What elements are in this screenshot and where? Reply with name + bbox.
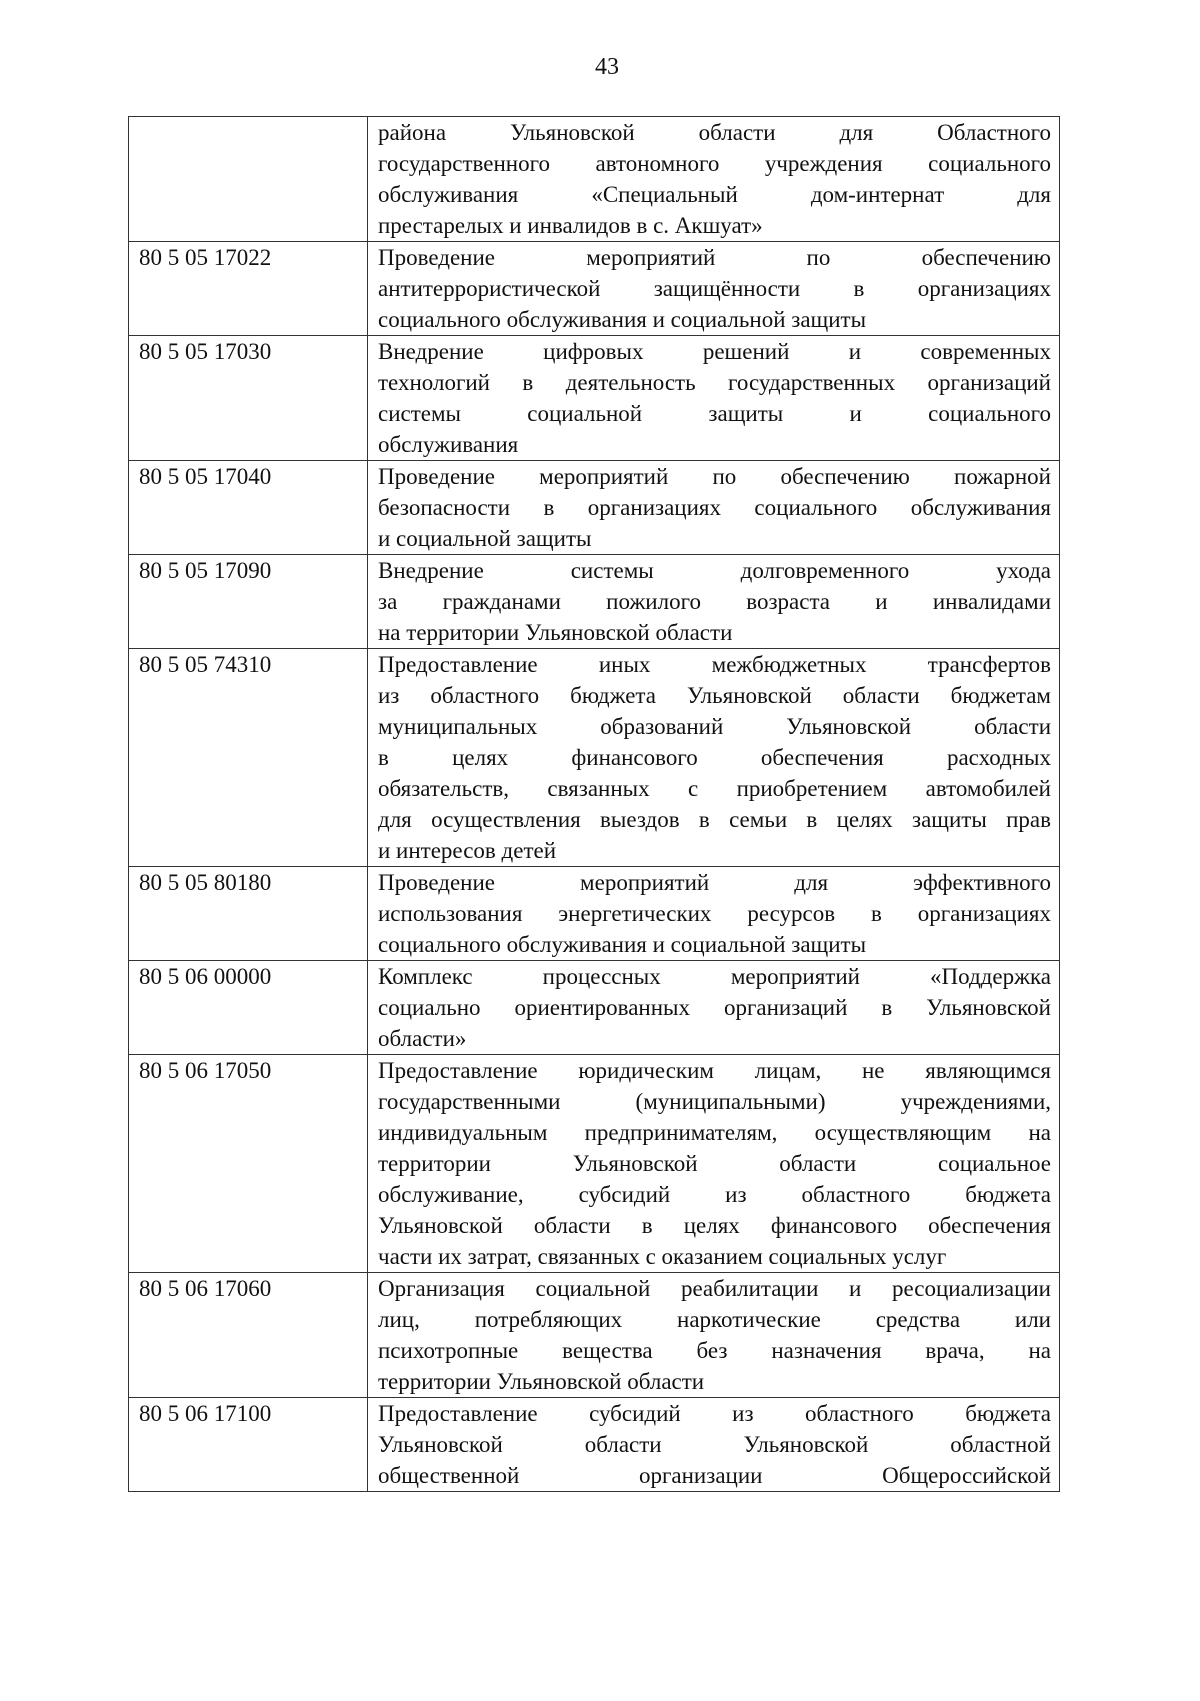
description-line: части их затрат, связанных с оказанием с… [378,1244,947,1269]
description-cell: Предоставление юридическим лицам, не явл… [367,1054,1060,1273]
description-cell: Проведение мероприятий для эффективного и… [367,866,1060,961]
budget-code-cell: 80 5 06 17060 [128,1272,368,1398]
description-line: антитеррористической защищённости в орга… [378,276,1051,301]
description-line: лиц, потребляющих наркотические средства… [378,1307,1051,1332]
description-line: психотропные вещества без назначения вра… [378,1338,1051,1363]
description-line: обслуживания [378,432,519,457]
description-cell: Проведение мероприятий по обеспечению по… [367,460,1060,555]
budget-code-cell: 80 5 06 17050 [128,1054,368,1273]
description-line: Организация социальной реабилитации и ре… [378,1276,1051,1301]
description-line: Проведение мероприятий для эффективного [378,870,1051,895]
description-line: муниципальных образований Ульяновской об… [378,714,1051,739]
description-line: обязательств, связанных с приобретением … [378,776,1051,801]
budget-code-table: района Ульяновской области для Областног… [128,116,1060,1492]
budget-code-cell: 80 5 05 17040 [128,460,368,555]
table-row: 80 5 06 00000 Комплекс процессных меропри… [128,960,1060,1055]
description-line: индивидуальным предпринимателям, осущест… [378,1120,1051,1145]
description-line: обслуживание, субсидий из областного бюд… [378,1182,1051,1207]
description-line: обслуживания «Специальный дом-интернат д… [378,182,1051,207]
description-line: области» [378,1026,467,1051]
description-line: в целях финансового обеспечения расходны… [378,745,1051,770]
description-line: безопасности в организациях социального … [378,495,1051,520]
table-row: 80 5 06 17060 Организация социальной реаб… [128,1272,1060,1398]
description-line: Предоставление субсидий из областного бю… [378,1401,1051,1426]
description-line: Проведение мероприятий по обеспечению по… [378,464,1051,489]
description-line: территории Ульяновской области [378,1369,705,1394]
description-cell: Организация социальной реабилитации и ре… [367,1272,1060,1398]
description-line: престарелых и инвалидов в с. Акшуат» [378,213,763,238]
description-line: и социальной защиты [378,526,592,551]
budget-code-cell: 80 5 06 17100 [128,1397,368,1492]
description-cell: Внедрение цифровых решений и современных… [367,335,1060,461]
table-row: 80 5 05 17090 Внедрение системы долговрем… [128,554,1060,649]
description-line: социально ориентированных организаций в … [378,995,1051,1020]
table-row: 80 5 06 17100 Предоставление субсидий из … [128,1397,1060,1492]
table-row: 80 5 05 74310 Предоставление иных межбюдж… [128,648,1060,867]
description-cell: Проведение мероприятий по обеспечению ант… [367,241,1060,336]
budget-code-cell: 80 5 05 74310 [128,648,368,867]
description-line: для осуществления выездов в семьи в целя… [378,807,1051,832]
description-line: Предоставление иных межбюджетных трансфе… [378,652,1051,677]
description-line: и интересов детей [378,838,557,863]
description-line: системы социальной защиты и социального [378,401,1051,426]
description-line: Внедрение системы долговременного ухода [378,558,1051,583]
description-line: за гражданами пожилого возраста и инвали… [378,589,1051,614]
description-cell: района Ульяновской области для Областног… [367,116,1060,242]
description-cell: Внедрение системы долговременного ухода з… [367,554,1060,649]
description-line: Внедрение цифровых решений и современных [378,339,1051,364]
budget-code-cell: 80 5 05 80180 [128,866,368,961]
description-line: территории Ульяновской области социально… [378,1151,1051,1176]
description-line: социального обслуживания и социальной за… [378,307,867,332]
page-number: 43 [595,54,619,80]
table-row: 80 5 05 17030 Внедрение цифровых решений … [128,335,1060,461]
description-line: Ульяновской области Ульяновской областно… [378,1432,1051,1457]
description-line: Ульяновской области в целях финансового … [378,1213,1051,1238]
table-row: 80 5 06 17050 Предоставление юридическим … [128,1054,1060,1273]
description-line: Предоставление юридическим лицам, не явл… [378,1058,1051,1083]
budget-code-cell: 80 5 05 17090 [128,554,368,649]
description-line: использования энергетических ресурсов в … [378,901,1051,926]
table-row: 80 5 05 17022 Проведение мероприятий по о… [128,241,1060,336]
budget-code-cell: 80 5 05 17022 [128,241,368,336]
description-line: Комплекс процессных мероприятий «Поддерж… [378,964,1051,989]
description-cell: Предоставление субсидий из областного бю… [367,1397,1060,1492]
budget-code-cell [128,116,368,242]
description-line: Проведение мероприятий по обеспечению [378,245,1051,270]
description-line: на территории Ульяновской области [378,620,733,645]
description-cell: Предоставление иных межбюджетных трансфе… [367,648,1060,867]
budget-code-cell: 80 5 05 17030 [128,335,368,461]
description-line: района Ульяновской области для Областног… [378,120,1051,145]
budget-code-cell: 80 5 06 00000 [128,960,368,1055]
table-row: 80 5 05 17040 Проведение мероприятий по о… [128,460,1060,555]
description-line: государственными (муниципальными) учрежд… [378,1089,1051,1114]
description-line: общественной организации Общероссийской [378,1463,1051,1488]
description-cell: Комплекс процессных мероприятий «Поддерж… [367,960,1060,1055]
table-row: района Ульяновской области для Областног… [128,116,1060,242]
description-line: государственного автономного учреждения … [378,151,1051,176]
description-line: технологий в деятельность государственны… [378,370,1051,395]
table-row: 80 5 05 80180 Проведение мероприятий для … [128,866,1060,961]
description-line: социального обслуживания и социальной за… [378,932,867,957]
description-line: из областного бюджета Ульяновской област… [378,683,1051,708]
